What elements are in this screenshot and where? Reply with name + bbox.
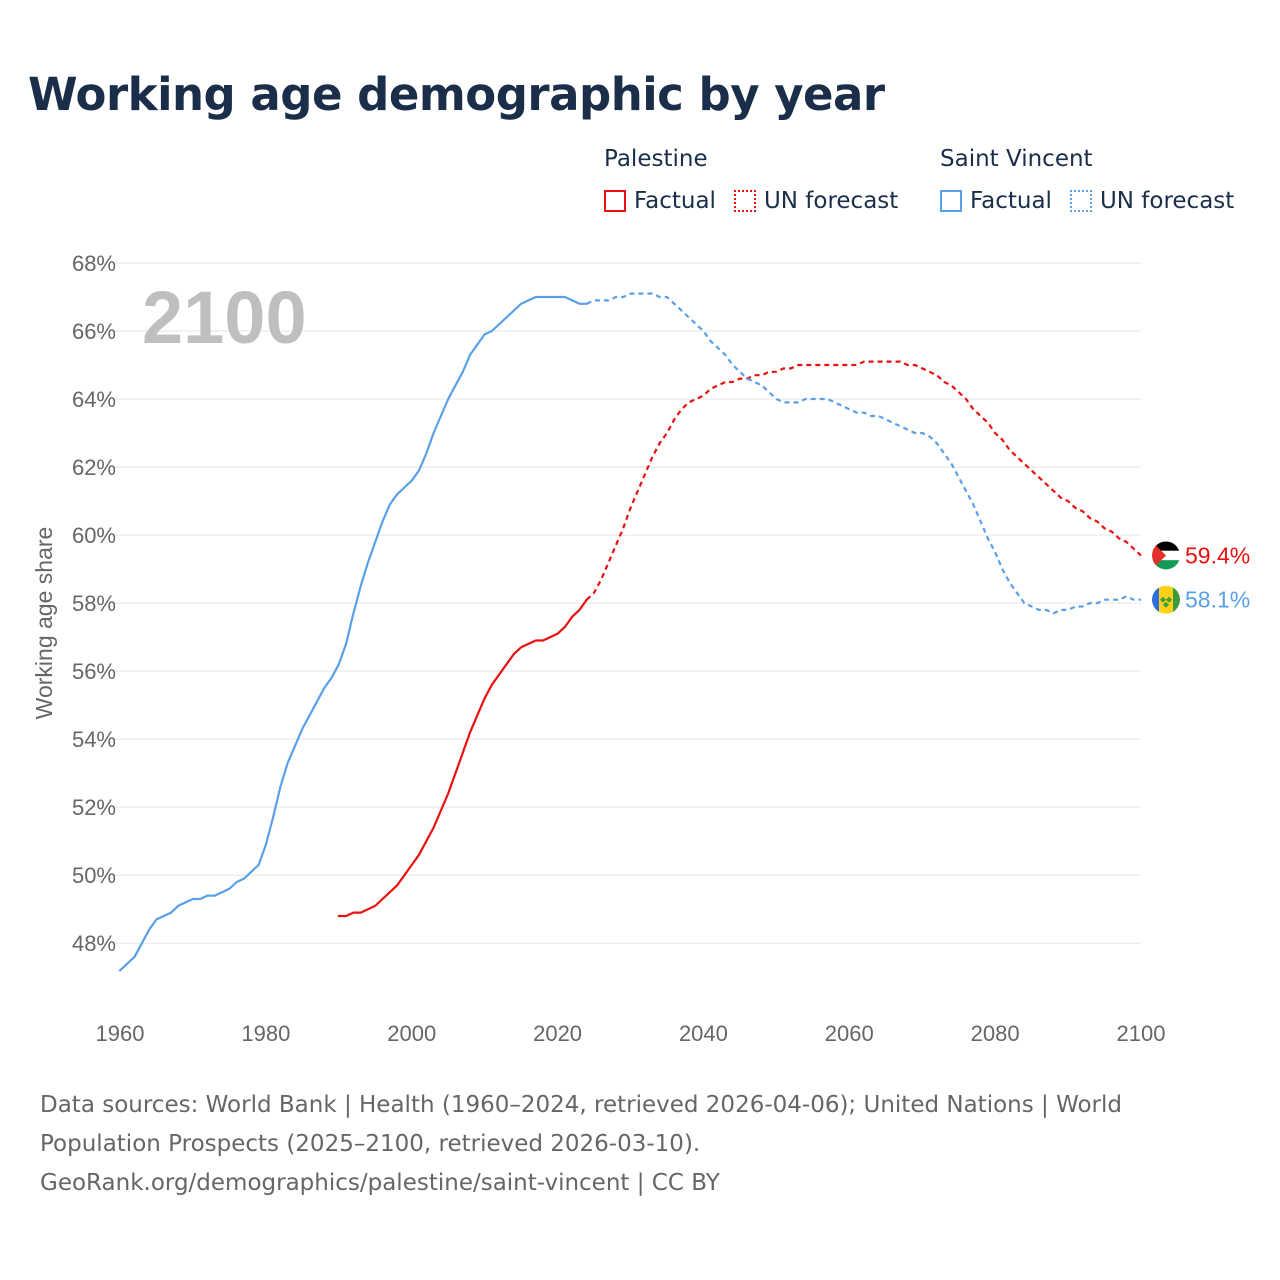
y-tick-label-58: 58% xyxy=(72,591,116,616)
x-tick-label-1960: 1960 xyxy=(96,1021,145,1046)
legend-swatch-saint-vincent-factual xyxy=(940,190,962,212)
y-tick-label-48: 48% xyxy=(72,931,116,956)
series-lines xyxy=(118,292,1142,972)
legend-item-saint-vincent-forecast[interactable]: UN forecast xyxy=(1069,188,1235,214)
footer-sources-line-2: Population Prospects (2025–2100, retriev… xyxy=(40,1131,701,1157)
x-tick-label-1980: 1980 xyxy=(241,1021,290,1046)
y-tick-label-68: 68% xyxy=(72,251,116,276)
legend-item-saint-vincent-factual[interactable]: Factual xyxy=(940,188,1052,214)
series-line-palestine-factual xyxy=(337,598,588,918)
legend-swatch-saint-vincent-forecast xyxy=(1069,190,1092,212)
y-tick-label-56: 56% xyxy=(72,659,116,684)
x-tick-label-2000: 2000 xyxy=(387,1021,436,1046)
legend-label-palestine-factual: Factual xyxy=(634,188,716,214)
legend-title-palestine: Palestine xyxy=(604,146,708,172)
grid xyxy=(112,262,1141,944)
legend-swatch-palestine-forecast xyxy=(733,190,756,212)
chart: 48%50%52%54%56%58%60%62%64%66%68% 1960 19… xyxy=(31,251,1250,1046)
x-tick-label-2020: 2020 xyxy=(533,1021,582,1046)
saint-vincent-flag-icon xyxy=(1152,585,1180,614)
legend-item-palestine-forecast[interactable]: UN forecast xyxy=(733,188,899,214)
end-label-saint-vincent: 58.1% xyxy=(1185,587,1250,613)
series-line-palestine-forecast xyxy=(585,360,1142,601)
legend-label-palestine-forecast: UN forecast xyxy=(763,188,899,214)
legend-label-saint-vincent-factual: Factual xyxy=(970,188,1052,214)
legend-group-palestine: Palestine Factual UN forecast xyxy=(604,144,898,216)
y-tick-label-62: 62% xyxy=(72,455,116,480)
footer-sources-line-1: Data sources: World Bank | Health (1960–… xyxy=(40,1092,1122,1118)
palestine-flag-icon xyxy=(1152,541,1180,570)
x-axis: 1960 1980 2000 2020 2040 2060 2080 2100 xyxy=(96,1021,1166,1046)
legend-label-saint-vincent-forecast: UN forecast xyxy=(1099,188,1235,214)
page-title: Working age demographic by year xyxy=(28,68,885,121)
y-tick-label-52: 52% xyxy=(72,795,116,820)
legend-swatch-palestine-factual xyxy=(604,190,626,212)
legend-title-saint-vincent: Saint Vincent xyxy=(940,146,1093,172)
x-tick-label-2080: 2080 xyxy=(971,1021,1020,1046)
y-tick-label-64: 64% xyxy=(72,387,116,412)
series-line-saint-vincent-forecast xyxy=(586,292,1141,615)
y-tick-label-54: 54% xyxy=(72,727,116,752)
y-axis-title: Working age share xyxy=(31,527,57,720)
y-tick-label-50: 50% xyxy=(72,863,116,888)
legend-group-saint-vincent: Saint Vincent Factual UN forecast xyxy=(940,144,1234,216)
x-tick-label-2040: 2040 xyxy=(679,1021,728,1046)
footer: Data sources: World Bank | Health (1960–… xyxy=(40,1086,1240,1203)
y-tick-label-66: 66% xyxy=(72,319,116,344)
y-tick-label-60: 60% xyxy=(72,523,116,548)
y-axis: 48% 50% 52% 54% 56% 58% 60% 62% 64% 66% 68% xyxy=(72,251,116,956)
year-watermark: 2100 xyxy=(142,276,307,359)
legend-item-palestine-factual[interactable]: Factual xyxy=(604,188,716,214)
x-tick-label-2060: 2060 xyxy=(825,1021,874,1046)
footer-link[interactable]: GeoRank.org/demographics/palestine/saint… xyxy=(40,1170,720,1196)
series-line-saint-vincent-factual xyxy=(118,295,588,972)
x-tick-label-2100: 2100 xyxy=(1117,1021,1166,1046)
end-label-palestine: 59.4% xyxy=(1185,542,1250,568)
